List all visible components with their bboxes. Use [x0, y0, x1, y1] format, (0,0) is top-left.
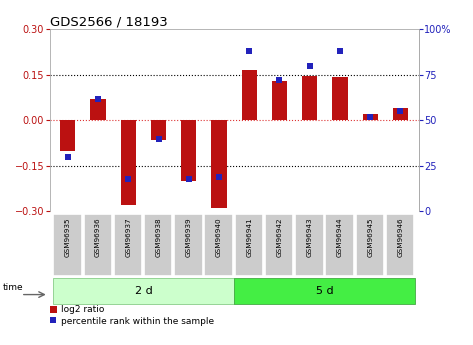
Bar — [211, 120, 227, 208]
Point — [397, 109, 404, 114]
Text: GSM96941: GSM96941 — [246, 217, 252, 257]
Bar — [234, 278, 415, 304]
Text: 5 d: 5 d — [316, 286, 333, 296]
Bar — [114, 215, 142, 276]
Text: GSM96940: GSM96940 — [216, 217, 222, 257]
Point — [64, 154, 71, 160]
Text: GSM96935: GSM96935 — [65, 217, 71, 257]
Point — [215, 174, 223, 180]
Bar — [356, 215, 384, 276]
Bar — [121, 120, 136, 205]
Text: GSM96943: GSM96943 — [307, 217, 313, 257]
Point — [276, 78, 283, 83]
Text: GSM96939: GSM96939 — [186, 217, 192, 257]
Bar — [235, 215, 263, 276]
Point — [155, 136, 162, 141]
Bar — [204, 215, 233, 276]
Bar — [295, 215, 324, 276]
Bar — [272, 81, 287, 120]
Bar — [181, 120, 196, 181]
Text: 2 d: 2 d — [134, 286, 152, 296]
Point — [124, 176, 132, 181]
Bar — [265, 215, 293, 276]
Point — [94, 96, 102, 101]
Point — [367, 114, 374, 119]
Point — [336, 48, 344, 54]
Point — [185, 176, 193, 181]
Bar — [90, 99, 105, 120]
Bar — [363, 114, 378, 120]
Bar — [144, 215, 173, 276]
Text: GSM96936: GSM96936 — [95, 217, 101, 257]
Text: time: time — [2, 283, 23, 292]
Bar — [242, 70, 257, 120]
Text: GSM96944: GSM96944 — [337, 217, 343, 257]
Point — [306, 63, 314, 69]
Bar — [151, 120, 166, 140]
Text: GSM96946: GSM96946 — [397, 217, 403, 257]
Text: GSM96938: GSM96938 — [156, 217, 162, 257]
Bar — [53, 215, 82, 276]
Bar — [325, 215, 354, 276]
Bar — [386, 215, 414, 276]
Bar — [393, 108, 408, 120]
Point — [245, 48, 253, 54]
Text: GSM96942: GSM96942 — [277, 217, 282, 257]
Bar — [302, 76, 317, 120]
Bar — [60, 120, 75, 151]
Bar — [333, 77, 348, 120]
Text: GSM96937: GSM96937 — [125, 217, 131, 257]
Bar — [53, 278, 234, 304]
Text: GSM96945: GSM96945 — [367, 217, 373, 257]
Text: GDS2566 / 18193: GDS2566 / 18193 — [50, 15, 167, 28]
Bar — [84, 215, 112, 276]
Bar — [174, 215, 203, 276]
Legend: log2 ratio, percentile rank within the sample: log2 ratio, percentile rank within the s… — [50, 305, 215, 326]
